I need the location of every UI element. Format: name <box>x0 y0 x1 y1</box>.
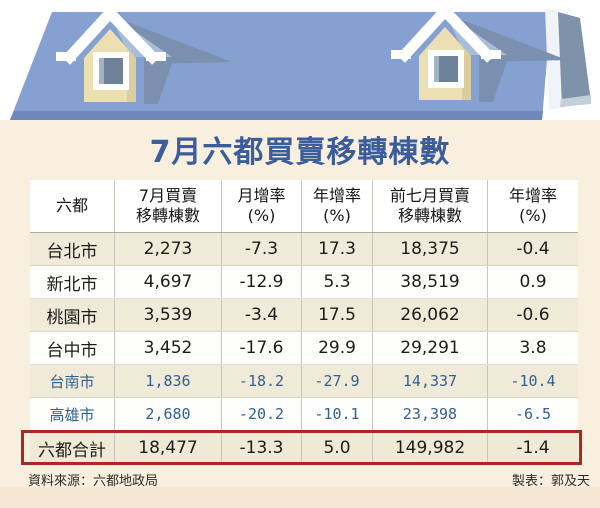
table-row-taipei: 台北市 2,273 -7.3 17.3 18,375 -0.4 <box>30 233 578 266</box>
cell-ytd-yoy: -0.6 <box>516 305 550 325</box>
table-row-taoyuan: 桃園市 3,539 -3.4 17.5 26,062 -0.6 <box>30 299 578 332</box>
cell-july: 2,273 <box>115 233 222 265</box>
source-note: 資料來源：六都地政局 <box>28 474 159 489</box>
table-row-total: 六都合計 18,477 -13.3 5.0 149,982 -1.4 <box>30 433 578 463</box>
cell-july: 3,539 <box>115 299 222 331</box>
cell-ytd-yoy: -10.4 <box>510 372 556 390</box>
cell-mom: -17.6 <box>222 332 302 364</box>
cell-mom: -20.2 <box>222 398 302 430</box>
cell-july: 2,680 <box>115 398 222 430</box>
cell-july: 18,477 <box>115 433 222 463</box>
col-header-city: 六都 <box>30 180 115 232</box>
table-header-row: 六都 7月買賣 移轉棟數 月增率 (%) 年增率 (%) 前七月買賣 移轉棟數 … <box>30 180 578 233</box>
table-row-taichung: 台中市 3,452 -17.6 29.9 29,291 3.8 <box>30 332 578 365</box>
table-row-kaohsiung: 高雄市 2,680 -20.2 -10.1 23,398 -6.5 <box>30 398 578 431</box>
cell-mom: -13.3 <box>222 433 302 463</box>
cell-city: 台中市 <box>30 332 115 364</box>
cell-ytd: 29,291 <box>373 332 488 364</box>
cell-yoy: 17.3 <box>302 233 373 265</box>
roof-illustration <box>10 0 591 120</box>
cell-ytd: 26,062 <box>373 299 488 331</box>
col-header-mom-pct: 月增率 (%) <box>222 180 302 232</box>
cell-yoy: 17.5 <box>302 299 373 331</box>
table-row-newtaipei: 新北市 4,697 -12.9 5.3 38,519 0.9 <box>30 266 578 299</box>
roof-gable-trim <box>560 95 591 107</box>
cell-city: 桃園市 <box>30 299 115 331</box>
col-header-ytd-yoy-pct: 年增率 (%) <box>508 186 557 225</box>
cell-city: 台南市 <box>30 365 115 397</box>
cell-july: 4,697 <box>115 266 222 298</box>
cell-july: 3,452 <box>115 332 222 364</box>
cell-ytd: 18,375 <box>373 233 488 265</box>
col-header-july-units: 7月買賣 移轉棟數 <box>115 180 222 232</box>
col-header-ytd-units: 前七月買賣 移轉棟數 <box>373 180 488 232</box>
cell-yoy: -10.1 <box>302 398 373 430</box>
bottom-margin-strip <box>0 487 600 508</box>
col-header-yoy-pct: 年增率 (%) <box>302 180 373 232</box>
table-row-tainan: 台南市 1,836 -18.2 -27.9 14,337 -10.4 <box>30 365 578 398</box>
cell-ytd-yoy: 3.8 <box>519 338 547 358</box>
cell-mom: -3.4 <box>222 299 302 331</box>
total-row-zone: 六都合計 18,477 -13.3 5.0 149,982 -1.4 <box>21 430 582 465</box>
data-table: 六都 7月買賣 移轉棟數 月增率 (%) 年增率 (%) 前七月買賣 移轉棟數 … <box>21 180 582 465</box>
cell-city: 六都合計 <box>30 433 115 463</box>
cell-city: 台北市 <box>30 233 115 265</box>
cell-yoy: 29.9 <box>302 332 373 364</box>
cell-mom: -18.2 <box>222 365 302 397</box>
cell-city: 新北市 <box>30 266 115 298</box>
cell-ytd: 23,398 <box>373 398 488 430</box>
cell-ytd-yoy: 0.9 <box>519 272 547 292</box>
footer: 資料來源：六都地政局 製表：郭及天 <box>28 470 590 489</box>
cell-ytd-yoy: -0.4 <box>516 239 550 259</box>
cell-city: 高雄市 <box>30 398 115 430</box>
page-title: 7月六都買賣移轉棟數 <box>149 135 451 170</box>
cell-july: 1,836 <box>115 365 222 397</box>
cell-yoy: -27.9 <box>302 365 373 397</box>
roof-gable-face <box>558 12 591 107</box>
cell-ytd: 149,982 <box>373 433 488 463</box>
content-panel: 7月六都買賣移轉棟數 六都 7月買賣 移轉棟數 月增率 (%) 年增率 (%) … <box>0 120 600 508</box>
cell-mom: -12.9 <box>222 266 302 298</box>
cell-ytd-yoy: -1.4 <box>516 438 550 458</box>
cell-mom: -7.3 <box>222 233 302 265</box>
cell-ytd: 38,519 <box>373 266 488 298</box>
roof-eave-edge <box>10 111 543 120</box>
cell-yoy: 5.3 <box>302 266 373 298</box>
cell-ytd-yoy: -6.5 <box>514 405 552 423</box>
cell-yoy: 5.0 <box>302 433 373 463</box>
credit-note: 製表：郭及天 <box>511 474 590 489</box>
cell-ytd: 14,337 <box>373 365 488 397</box>
